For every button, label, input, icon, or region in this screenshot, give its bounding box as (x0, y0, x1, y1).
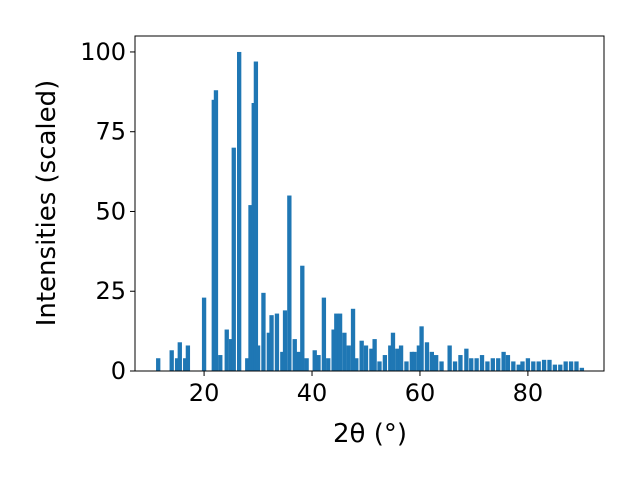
bar (224, 329, 229, 371)
y-tick-label: 75 (95, 118, 126, 146)
bar (312, 350, 317, 371)
bar (183, 358, 188, 371)
bar (156, 358, 161, 371)
bar (350, 308, 356, 371)
bar (447, 345, 452, 371)
bar (568, 361, 574, 371)
bar (174, 358, 180, 371)
bar (266, 332, 272, 371)
bar (574, 361, 579, 371)
bar (388, 345, 393, 371)
bar (419, 326, 424, 371)
bar (490, 358, 495, 371)
bar (346, 345, 351, 371)
bar (326, 358, 331, 371)
bar (213, 90, 219, 371)
y-tick-label: 0 (111, 357, 126, 385)
x-tick-label: 60 (405, 379, 436, 407)
bar (185, 345, 191, 371)
bar (479, 355, 485, 371)
bar (228, 339, 234, 371)
bar (536, 361, 541, 371)
bar (245, 358, 250, 371)
bar (429, 351, 434, 371)
bar (372, 339, 377, 371)
bar (547, 359, 552, 371)
bar (255, 345, 261, 371)
bar (390, 332, 396, 371)
bar (334, 313, 339, 371)
bar (280, 351, 285, 371)
bar (501, 351, 506, 371)
bar (363, 345, 369, 371)
bar (531, 361, 536, 371)
bar (424, 342, 430, 371)
bar (412, 351, 417, 371)
bar (377, 361, 382, 371)
bar (169, 350, 174, 371)
bar (201, 297, 207, 371)
bar (231, 147, 236, 371)
bar (177, 342, 182, 371)
bar (369, 348, 374, 371)
x-tick-label: 40 (297, 379, 328, 407)
bar (354, 358, 359, 371)
bar (304, 358, 309, 371)
bar (292, 339, 297, 371)
bar (261, 292, 266, 371)
bar (274, 313, 280, 371)
bar (300, 265, 305, 371)
bar (452, 361, 458, 371)
x-axis-label: 2θ (°) (333, 419, 407, 449)
y-tick-label: 100 (80, 38, 126, 66)
bar (296, 351, 301, 371)
bar (469, 358, 474, 371)
bar (516, 364, 521, 371)
bar (248, 205, 253, 371)
bar (505, 355, 511, 371)
bar (520, 361, 525, 371)
bar (282, 310, 288, 371)
bar (552, 364, 558, 371)
bar (287, 195, 292, 371)
bar (316, 355, 321, 371)
bar (404, 361, 409, 371)
bar (331, 329, 336, 371)
bar (439, 361, 444, 371)
bar (474, 358, 479, 371)
bar (496, 358, 501, 371)
bar (525, 358, 531, 371)
bar (359, 340, 364, 371)
bar (337, 313, 343, 371)
bar (395, 348, 400, 371)
bar (579, 367, 585, 371)
x-tick-label: 20 (189, 379, 220, 407)
bar (416, 345, 422, 371)
x-tick-label: 80 (513, 379, 544, 407)
axes-frame (134, 35, 605, 372)
y-axis-label: Intensities (scaled) (32, 80, 62, 327)
bar (511, 361, 516, 371)
bar (321, 297, 327, 371)
bar (563, 361, 568, 371)
y-tick-label: 25 (95, 277, 126, 305)
bar (237, 51, 242, 371)
bar (382, 355, 388, 371)
bar (541, 359, 547, 371)
bar (409, 351, 415, 371)
bar (269, 315, 274, 371)
bar (458, 355, 463, 371)
bar (218, 355, 223, 371)
bar (342, 332, 347, 371)
y-tick-label: 50 (95, 197, 126, 225)
bar (253, 61, 259, 372)
bar (485, 361, 490, 371)
bar (558, 364, 563, 371)
bar (464, 348, 469, 371)
bar (398, 345, 404, 371)
bar (433, 355, 439, 371)
